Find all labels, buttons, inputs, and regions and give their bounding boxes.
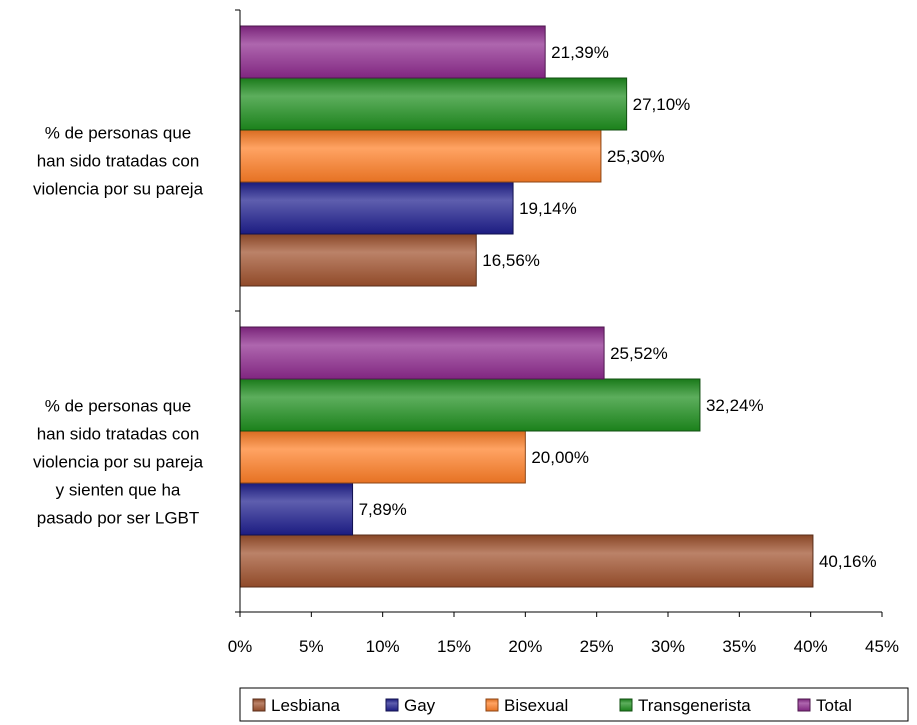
x-tick-label: 0% — [228, 637, 253, 656]
legend-label-bisexual: Bisexual — [504, 696, 568, 715]
legend-swatch-total — [797, 698, 811, 712]
data-label-lesbiana-2: 40,16% — [819, 552, 877, 571]
x-tick-label: 5% — [299, 637, 324, 656]
bar-gay-2 — [239, 482, 354, 536]
bar-transgenerista-1 — [239, 77, 628, 131]
bar-total-1 — [239, 25, 546, 79]
legend-box — [239, 687, 909, 722]
legend-swatch-transgenerista — [619, 698, 633, 712]
category-label-2: % de personas que han sido tratadas con vi… — [33, 397, 204, 528]
axis-layer: 0% 5% 10% 15% 20% 25% 30% 35% 40% 45% — [228, 9, 899, 656]
bar-gay-1 — [239, 181, 514, 235]
data-label-lesbiana-1: 16,56% — [482, 251, 540, 270]
x-tick-label: 10% — [366, 637, 400, 656]
data-label-gay-1: 19,14% — [519, 199, 577, 218]
legend-swatch-bisexual — [485, 698, 499, 712]
data-label-total-2: 25,52% — [610, 344, 668, 363]
legend-swatch-lesbiana — [252, 698, 266, 712]
data-label-total-1: 21,39% — [551, 43, 609, 62]
data-label-transgenerista-2: 32,24% — [706, 396, 764, 415]
x-tick-label: 45% — [865, 637, 899, 656]
x-tick-label: 25% — [580, 637, 614, 656]
category-label-1: % de personas que han sido tratadas con vi… — [33, 124, 204, 199]
bar-bisexual-2 — [239, 430, 526, 484]
bar-total-2 — [239, 326, 605, 380]
data-label-gay-2: 7,89% — [359, 500, 407, 519]
data-label-transgenerista-1: 27,10% — [633, 95, 691, 114]
legend-label-total: Total — [816, 696, 852, 715]
x-tick-label: 30% — [651, 637, 685, 656]
legend-label-gay: Gay — [404, 696, 436, 715]
x-tick-label: 35% — [722, 637, 756, 656]
labels-layer: 16,56% 19,14% 25,30% 27,10% 21,39% % de perso… — [33, 43, 877, 571]
data-label-bisexual-1: 25,30% — [607, 147, 665, 166]
bar-bisexual-1 — [239, 129, 602, 183]
bar-transgenerista-2 — [239, 378, 701, 432]
data-label-bisexual-2: 20,00% — [531, 448, 589, 467]
bar-lesbiana-2 — [239, 534, 814, 588]
legend-label-transgenerista: Transgenerista — [638, 696, 751, 715]
x-tick-label: 40% — [794, 637, 828, 656]
legend: Lesbiana Gay Bisexual Transgenerista Total — [239, 687, 909, 722]
legend-swatch-gay — [385, 698, 399, 712]
x-tick-label: 20% — [508, 637, 542, 656]
x-tick-label: 15% — [437, 637, 471, 656]
legend-label-lesbiana: Lesbiana — [271, 696, 341, 715]
bars-layer — [239, 25, 814, 588]
bar-lesbiana-1 — [239, 233, 477, 287]
